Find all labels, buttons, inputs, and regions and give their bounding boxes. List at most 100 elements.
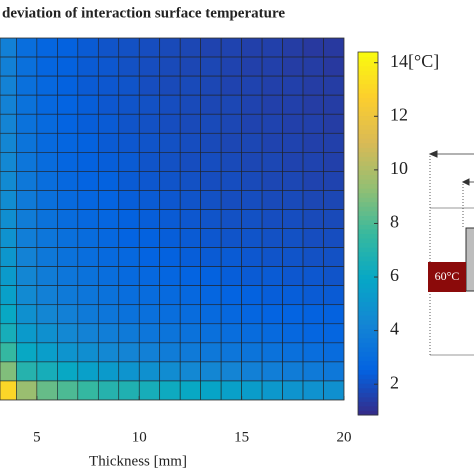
heatmap-cell (323, 304, 344, 325)
heatmap-cell (323, 209, 344, 229)
heatmap-cell (36, 190, 58, 210)
heatmap-cell (241, 75, 263, 96)
heatmap-cell (261, 304, 283, 325)
heatmap-cell (0, 190, 17, 210)
colorbar-gradient (358, 405, 378, 411)
colorbar-gradient (358, 160, 378, 166)
heatmap-cell (323, 113, 344, 134)
heatmap-cell (36, 285, 58, 306)
colorbar-gradient (358, 328, 378, 334)
heatmap-cell (77, 361, 99, 382)
colorbar-gradient (358, 356, 378, 362)
colorbar-gradient (358, 297, 378, 303)
heatmap-cell (200, 94, 222, 115)
colorbar-gradient (358, 192, 378, 198)
plot-frame (0, 37, 345, 401)
heatmap-cell (159, 323, 181, 344)
heatmap-cell (261, 285, 283, 306)
colorbar-gradient (358, 383, 378, 389)
heatmap-cell (138, 75, 161, 96)
heatmap-cell (200, 361, 222, 382)
colorbar-gradient (358, 392, 378, 398)
heatmap-cell (97, 152, 120, 172)
heatmap-cell (220, 323, 242, 344)
heatmap-cell (118, 361, 140, 382)
colorbar-tick-label: 12 (390, 104, 408, 124)
colorbar-gradient (358, 79, 378, 85)
heatmap-cell (282, 342, 304, 363)
heatmap-cell (323, 380, 344, 400)
heatmap-cell (261, 56, 283, 77)
heatmap-cell (282, 266, 304, 286)
colorbar-gradient (358, 201, 378, 207)
heatmap-cell (261, 247, 283, 267)
colorbar-gradient (358, 247, 378, 253)
heatmap-cell (179, 323, 201, 344)
heatmap-cell (261, 94, 283, 115)
heatmap-cell (77, 113, 99, 134)
colorbar-tick-label: 10 (390, 158, 408, 178)
heatmap-cell (241, 209, 263, 229)
heatmap-cell (241, 266, 263, 286)
heatmap-cell (179, 38, 201, 58)
heatmap-cell (302, 380, 324, 400)
colorbar-gradient (358, 287, 378, 293)
colorbar-tick-label: 4 (390, 319, 399, 339)
heatmap-cell (282, 285, 304, 306)
heatmap-cell (16, 190, 38, 210)
colorbar-gradient (358, 324, 378, 330)
colorbar-gradient (358, 129, 378, 135)
heatmap-cell (97, 56, 120, 77)
heatmap-cell (57, 285, 79, 306)
heatmap-cell (57, 342, 79, 363)
heatmap-cell (77, 380, 99, 400)
heatmap-cell (16, 304, 38, 325)
colorbar-gradient (358, 242, 378, 248)
heatmap-cell (77, 152, 99, 172)
heatmap-cell (241, 190, 263, 210)
heatmap-cell (57, 38, 79, 58)
colorbar-gradient (358, 174, 378, 180)
heatmap-cell (77, 171, 99, 191)
heatmap-cell (323, 75, 344, 96)
heatmap-cell (282, 304, 304, 325)
heatmap-cell (118, 304, 140, 325)
heatmap-cell (97, 113, 120, 134)
colorbar-gradient (358, 110, 378, 117)
heatmap-cell (220, 285, 242, 306)
heatmap-cell (302, 152, 324, 172)
heatmap-cell (36, 380, 58, 400)
heatmap-cell (261, 209, 283, 229)
heatmap-cell (159, 38, 181, 58)
heatmap-cell (118, 152, 140, 172)
x-tick-label: 10 (132, 429, 147, 445)
heatmap-cell (323, 94, 344, 115)
heatmap-cell (179, 132, 201, 153)
heatmap-cell (159, 266, 181, 286)
heatmap-cell (97, 342, 120, 363)
heatmap-cell (179, 361, 201, 382)
colorbar-gradient (358, 265, 378, 271)
heatmap-cell (16, 75, 38, 96)
colorbar-gradient (358, 410, 378, 416)
colorbar-gradient (358, 133, 378, 139)
x-tick-label: 5 (33, 429, 41, 445)
colorbar-gradient (358, 333, 378, 339)
colorbar-gradient (358, 156, 378, 162)
colorbar-gradient (358, 210, 378, 216)
heatmap-cell (302, 113, 324, 134)
heatmap-cell (159, 380, 181, 400)
heatmap-cell (138, 361, 161, 382)
heatmap-cell (97, 323, 120, 344)
heatmap-cell (282, 132, 304, 153)
heatmap-cell (220, 132, 242, 153)
heatmap-cell (16, 323, 38, 344)
heatmap-cell (97, 38, 120, 58)
heatmap-cell (282, 190, 304, 210)
heatmap-cell (77, 75, 99, 96)
heatmap-cell (302, 190, 324, 210)
heatmap-cell (118, 266, 140, 286)
heatmap-cell (241, 228, 263, 248)
heatmap-cell (36, 323, 58, 344)
heatmap-cell (323, 266, 344, 286)
